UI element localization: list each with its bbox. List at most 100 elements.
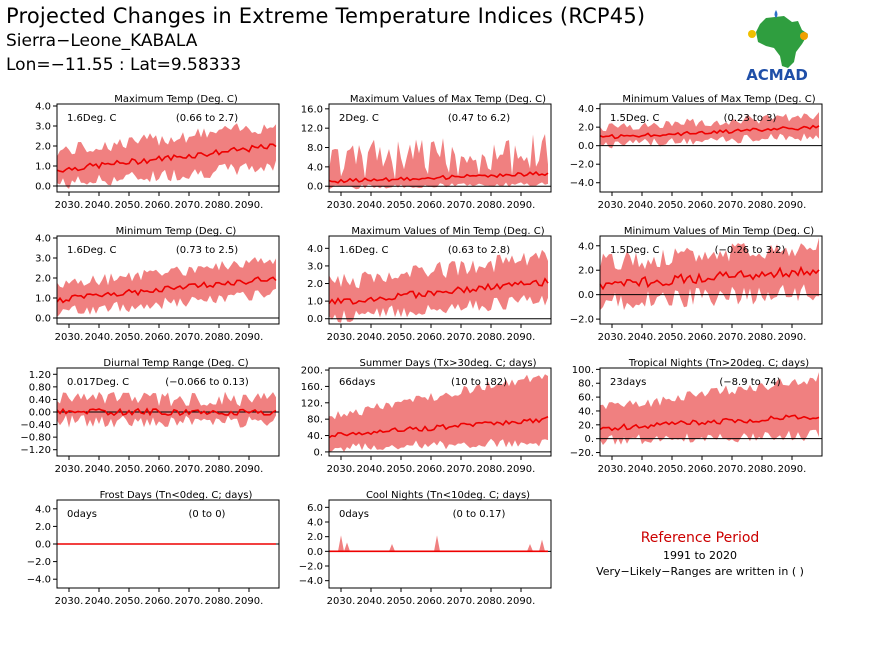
chart-title: Summer Days (Tx>30deg. C; days) (359, 358, 536, 369)
x-tick-label: 2090. (507, 200, 536, 211)
y-tick-label: 2.0 (578, 266, 594, 277)
x-tick-label: 2050. (658, 200, 687, 211)
x-tick-label: 2040. (628, 464, 657, 475)
change-value-label: 2Deg. C (339, 113, 379, 124)
likely-range-label: (0.63 to 2.8) (448, 245, 510, 256)
plot-frame (328, 499, 552, 589)
change-value-label: 0days (67, 509, 97, 520)
x-tick-label: 2070. (447, 332, 476, 343)
location-coordinates: Lon=−11.55 : Lat=9.58333 (6, 55, 242, 75)
reference-title: Reference Period (640, 530, 760, 546)
x-tick-label: 2040. (357, 596, 386, 607)
y-tick-label: −4.0 (299, 576, 323, 587)
median-line (56, 143, 277, 173)
x-tick-label: 2090. (507, 596, 536, 607)
y-tick-label: 3.0 (35, 254, 51, 265)
x-tick-label: 2080. (477, 200, 506, 211)
median-line (599, 124, 820, 140)
x-tick-label: 2030. (598, 200, 627, 211)
y-tick-label: 0. (313, 447, 323, 458)
x-tick-label: 2030. (55, 596, 84, 607)
y-tick-label: 1.0 (35, 294, 51, 305)
chart-panel: 0.0 4.0 8.0 12.0 16.0 2030. 2040. 2050. 2060. 207… (301, 94, 552, 211)
y-tick-label: 4.0 (307, 244, 323, 255)
median-line (599, 414, 820, 432)
y-tick-label: 8.0 (307, 143, 323, 154)
x-tick-label: 2070. (447, 464, 476, 475)
likely-range-label: (−0.26 to 3.2) (715, 245, 786, 256)
x-tick-label: 2070. (175, 464, 204, 475)
y-tick-label: 2.0 (35, 274, 51, 285)
y-tick-label: −20. (570, 448, 594, 459)
y-tick-label: 6.0 (307, 503, 323, 514)
y-tick-label: 0. (584, 434, 594, 445)
y-tick-label: 2.0 (307, 279, 323, 290)
x-tick-label: 2050. (115, 200, 144, 211)
y-tick-label: 3.0 (35, 122, 51, 133)
y-tick-label: 20. (578, 420, 594, 431)
y-tick-label: 40. (307, 431, 323, 442)
median-line (599, 265, 820, 291)
chart-title: Minimum Values of Min Temp (Deg. C) (624, 226, 814, 237)
chart-title: Maximum Values of Min Temp (Deg. C) (351, 226, 544, 237)
y-tick-label: 1.20 (29, 370, 51, 381)
page-title: Projected Changes in Extreme Temperature… (6, 4, 646, 28)
y-tick-label: 4.0 (307, 518, 323, 529)
x-tick-label: 2070. (447, 596, 476, 607)
y-tick-label: 4.0 (578, 104, 594, 115)
y-tick-label: −1.20 (20, 445, 51, 456)
y-tick-label: 0.0 (307, 547, 323, 558)
y-tick-label: 0.0 (307, 182, 323, 193)
y-tick-label: 0.0 (578, 290, 594, 301)
likely-range-label: (0 to 0) (189, 509, 226, 520)
y-tick-label: −2.0 (570, 315, 594, 326)
location-name: Sierra−Leone_KABALA (6, 31, 198, 51)
x-tick-label: 2060. (145, 332, 174, 343)
x-tick-label: 2040. (628, 200, 657, 211)
chart-panel: −4.0 −2.0 0.0 2.0 4.0 2030. 2040. 2050. 2060. 207… (570, 94, 823, 211)
x-tick-label: 2070. (718, 200, 747, 211)
x-tick-label: 2030. (55, 200, 84, 211)
likely-range-band (329, 249, 548, 323)
change-value-label: 0days (339, 509, 369, 520)
x-tick-label: 2090. (507, 464, 536, 475)
chart-panel: 0. 40. 80. 120. 160. 200. 2030. 2040. 2050. 2060.… (301, 358, 552, 475)
y-tick-label: 4.0 (307, 162, 323, 173)
x-tick-label: 2030. (598, 332, 627, 343)
reference-years: 1991 to 2020 (662, 549, 738, 562)
africa-map-logo: ACMAD (746, 10, 808, 84)
likely-range-band (57, 391, 276, 428)
x-tick-label: 2090. (235, 596, 264, 607)
chart-title: Maximum Temp (Deg. C) (114, 94, 238, 105)
range-spike (434, 535, 440, 552)
y-tick-label: 0.0 (35, 314, 51, 325)
range-spike (389, 544, 395, 552)
y-tick-label: −0.40 (20, 420, 51, 431)
range-spike (338, 535, 344, 552)
x-tick-label: 2090. (235, 464, 264, 475)
x-tick-label: 2060. (145, 464, 174, 475)
likely-range-label: (−8.9 to 74) (719, 377, 780, 388)
x-tick-label: 2070. (718, 464, 747, 475)
x-tick-label: 2050. (387, 596, 416, 607)
x-tick-label: 2080. (477, 596, 506, 607)
likely-range-band (600, 237, 819, 311)
y-tick-label: 3.0 (307, 261, 323, 272)
y-tick-label: −0.80 (20, 433, 51, 444)
y-tick-label: 60. (578, 393, 594, 404)
x-tick-label: 2080. (205, 332, 234, 343)
plot-frame (328, 367, 552, 457)
plot-frame (599, 235, 823, 325)
x-tick-label: 2090. (778, 464, 807, 475)
x-tick-label: 2080. (748, 464, 777, 475)
y-tick-label: −4.0 (27, 575, 51, 586)
x-tick-label: 2060. (688, 332, 717, 343)
plot-frame (599, 103, 823, 193)
chart-panel: −4.0 −2.0 0.0 2.0 4.0 6.0 2030. 2040. 2050. 2060.… (299, 490, 552, 607)
y-tick-label: 1.0 (307, 297, 323, 308)
x-tick-label: 2050. (115, 596, 144, 607)
y-tick-label: 80. (307, 415, 323, 426)
x-tick-label: 2040. (85, 464, 114, 475)
